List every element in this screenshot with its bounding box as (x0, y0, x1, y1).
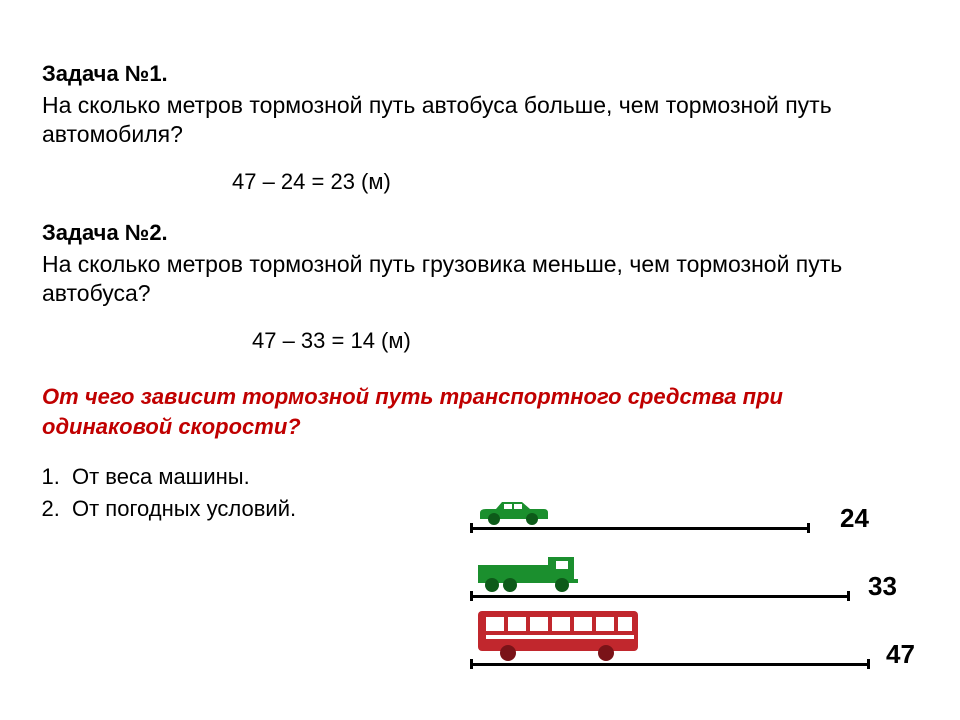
slide: Задача №1. На сколько метров тормозной п… (0, 0, 960, 720)
question-red: От чего зависит тормозной путь транспорт… (42, 382, 900, 441)
car-icon (478, 499, 552, 527)
tick-left (470, 523, 473, 533)
tick-left (470, 659, 473, 669)
lane-number: 33 (868, 571, 897, 602)
lane-truck: 33 (470, 536, 910, 604)
vehicle-diagram: 24 3347 (470, 468, 910, 672)
tick-right (867, 659, 870, 669)
lane-line (470, 595, 850, 598)
tick-left (470, 591, 473, 601)
corner-stripe (948, 0, 960, 140)
task2-title: Задача №2. (42, 219, 900, 248)
task1-title: Задача №1. (42, 60, 900, 89)
lane-number: 24 (840, 503, 869, 534)
task1-text: На сколько метров тормозной путь автобус… (42, 91, 900, 151)
corner-stripe (930, 0, 960, 140)
bus-icon (478, 611, 642, 663)
lane-bus: 47 (470, 604, 910, 672)
content-area: Задача №1. На сколько метров тормозной п… (42, 54, 900, 525)
task2-text: На сколько метров тормозной путь грузови… (42, 250, 900, 310)
tick-right (807, 523, 810, 533)
corner-stripe (900, 0, 960, 140)
lane-line (470, 527, 810, 530)
lane-car: 24 (470, 468, 910, 536)
lane-number: 47 (886, 639, 915, 670)
lane-line (470, 663, 870, 666)
tick-right (847, 591, 850, 601)
corner-stripe (914, 0, 960, 140)
task2-equation: 47 – 33 = 14 (м) (42, 327, 900, 356)
truck-icon (478, 555, 582, 595)
task1-equation: 47 – 24 = 23 (м) (42, 168, 900, 197)
